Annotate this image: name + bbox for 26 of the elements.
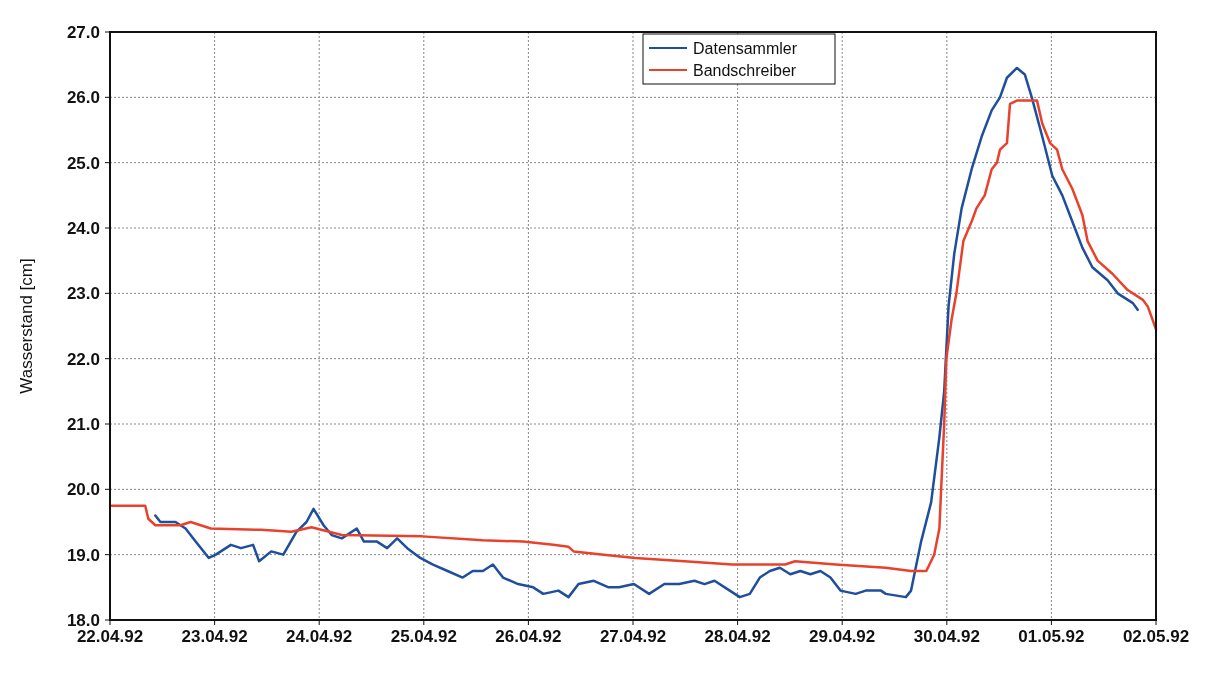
y-tick-label: 23.0: [66, 284, 100, 304]
y-tick-label: 21.0: [66, 415, 100, 434]
line-series: [108, 99, 1158, 573]
x-tick-label: 26.04.92: [495, 627, 562, 646]
x-tick-label: 28.04.92: [704, 627, 771, 646]
y-axis-title: Wasserstand [cm]: [17, 258, 36, 394]
x-tick-label: 24.04.92: [286, 627, 353, 646]
x-tick-label: 23.04.92: [181, 627, 248, 646]
y-tick-label: 19.0: [66, 545, 100, 565]
x-tick-label: 22.04.92: [76, 627, 144, 646]
y-tick-label: 18.0: [66, 611, 100, 630]
y-tick-label: 25.0: [66, 153, 100, 173]
legend-label: Datensammler: [693, 40, 798, 57]
y-tick-label: 26.0: [66, 88, 100, 108]
x-tick-label: 25.04.92: [390, 627, 457, 646]
y-tick-label: 24.0: [66, 219, 100, 238]
x-tick-label: 01.05.92: [1018, 627, 1085, 646]
y-tick-label: 20.0: [66, 480, 100, 500]
legend-label: Bandschreiber: [693, 62, 797, 79]
x-tick-label: 29.04.92: [809, 627, 876, 646]
x-tick-label: 30.04.92: [913, 627, 980, 646]
y-tick-label: 22.0: [66, 349, 100, 369]
line-series: [154, 66, 1139, 599]
x-tick-label: 02.05.92: [1122, 627, 1190, 646]
y-tick-label: 27.0: [66, 23, 100, 42]
x-tick-label: 27.04.92: [599, 627, 667, 646]
